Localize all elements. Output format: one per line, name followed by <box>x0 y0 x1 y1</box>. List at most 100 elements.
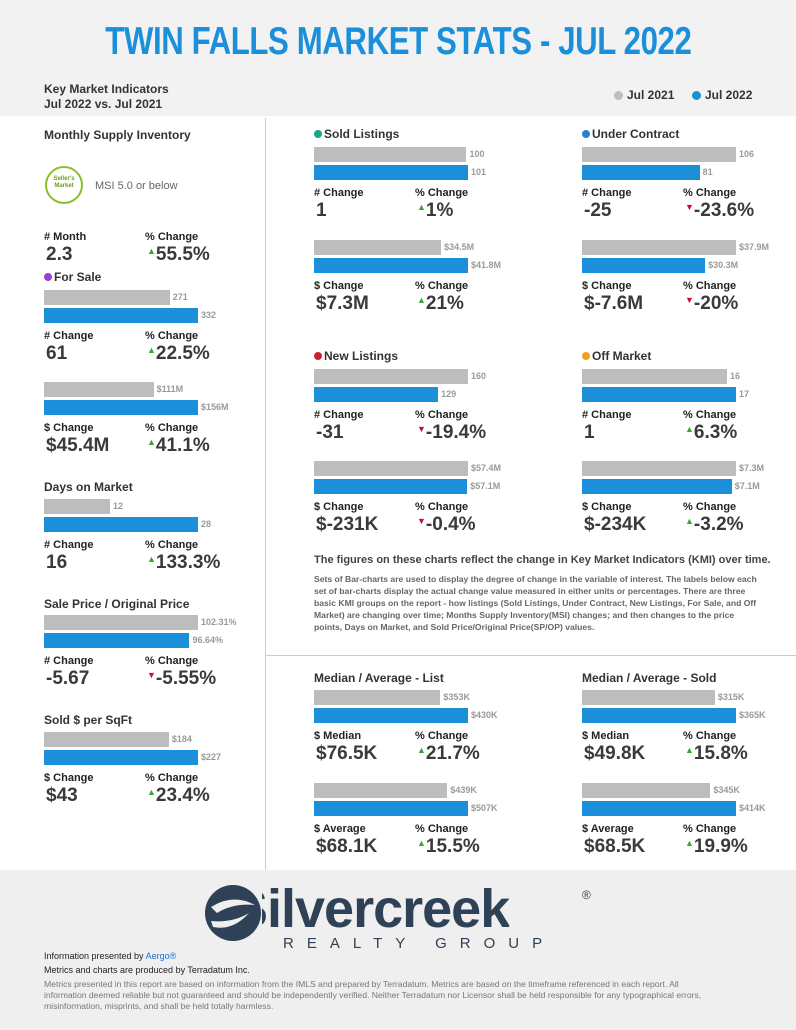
trend-arrow: ▲ <box>147 787 156 797</box>
bar <box>582 258 706 273</box>
stat-value: ▲ 21.7% <box>417 743 480 765</box>
bar <box>314 783 448 798</box>
bar <box>314 479 468 494</box>
trend-arrow: ▼ <box>685 295 694 305</box>
stat-label: $ Change <box>582 280 632 292</box>
trend-arrow: ▲ <box>147 246 156 256</box>
stat-number: 41.1% <box>155 435 210 456</box>
bar-label: $184 <box>171 734 192 744</box>
stat-number: $68.5K <box>584 836 646 857</box>
stat-number: $43 <box>46 785 78 806</box>
logo-mark: ® <box>582 888 591 902</box>
bar-label: $365K <box>739 710 766 720</box>
bar <box>314 165 468 180</box>
bar-label: 12 <box>113 501 124 511</box>
bar <box>582 165 700 180</box>
stat-label: # Change <box>44 655 94 667</box>
footer-link[interactable]: Aergo® <box>145 951 177 961</box>
bar <box>314 387 439 402</box>
stat-value: ▲ 23.4% <box>147 785 210 807</box>
stat-label: % Change <box>683 280 737 292</box>
stat-number: $45.4M <box>46 435 110 456</box>
stat-value: $7.3M <box>316 293 369 315</box>
stat-number: -20% <box>693 293 739 314</box>
bar-label: $7.1M <box>734 481 760 491</box>
bar <box>44 382 154 397</box>
stat-number: 15.5% <box>425 836 480 857</box>
bar-label: 332 <box>201 310 217 320</box>
bar-label: 96.64% <box>192 635 223 645</box>
stat-label: $ Average <box>582 823 634 835</box>
stat-value: 1 <box>584 422 595 444</box>
stat-value: ▼ -5.55% <box>147 668 216 690</box>
stat-value: $-234K <box>584 514 646 536</box>
stat-number: $-231K <box>316 514 379 535</box>
subtitle: Key Market Indicators <box>44 82 169 96</box>
stat-label: # Month <box>44 231 87 243</box>
stat-number: 15.8% <box>693 743 748 764</box>
bar-label: $315K <box>717 692 745 702</box>
stat-number: 6.3% <box>693 422 738 443</box>
bar-label: 100 <box>469 149 485 159</box>
legend-label: Jul 2021 <box>627 88 675 102</box>
bar <box>582 461 736 476</box>
bar-label: $227 <box>201 752 222 762</box>
bar-label: $353K <box>443 692 470 702</box>
stat-label: $ Average <box>314 823 366 835</box>
stat-label: # Change <box>582 409 632 421</box>
stat-label: # Change <box>44 539 94 551</box>
stat-number: 1 <box>584 422 595 443</box>
footer-text: Metrics and charts are produced by Terra… <box>44 965 250 975</box>
stat-value: ▲ 15.5% <box>417 836 480 858</box>
bar-label: $57.4M <box>471 463 502 473</box>
stat-label: $ Change <box>44 772 94 784</box>
page-title: TWIN FALLS MARKET STATS - JUL 2022 <box>104 20 692 63</box>
stat-number: -5.67 <box>46 668 90 689</box>
footer-text: Information presented by <box>44 951 146 961</box>
stat-number: -23.6% <box>693 200 755 221</box>
badge-text: Market <box>54 183 74 189</box>
stat-label: % Change <box>145 655 199 667</box>
bar <box>44 633 190 648</box>
stat-label: % Change <box>415 280 469 292</box>
bar <box>582 369 727 384</box>
stat-value: ▼ -20% <box>685 293 738 315</box>
stat-value: $68.1K <box>316 836 377 858</box>
stat-label: # Change <box>44 330 94 342</box>
stat-number: $7.3M <box>316 293 369 314</box>
stat-label: # Change <box>582 187 632 199</box>
stat-value: ▲ 1% <box>417 200 453 222</box>
section-title: Median / Average - List <box>314 671 444 685</box>
stat-number: $49.8K <box>584 743 646 764</box>
section-title: Sold $ per SqFt <box>44 713 133 727</box>
stat-value: ▲ 55.5% <box>147 244 210 266</box>
trend-arrow: ▲ <box>417 838 426 848</box>
bar-label: 28 <box>201 519 212 529</box>
trend-arrow: ▼ <box>147 670 156 680</box>
section-title: Median / Average - Sold <box>582 671 717 685</box>
trend-arrow: ▲ <box>417 745 426 755</box>
logo-tagline: REALTY GROUP <box>283 935 556 952</box>
divider <box>265 118 266 870</box>
stat-value: 61 <box>46 343 67 365</box>
stat-value: ▲ 22.5% <box>147 343 210 365</box>
stat-number: -31 <box>316 422 344 443</box>
trend-arrow: ▼ <box>417 516 426 526</box>
stat-value: ▲ 21% <box>417 293 464 315</box>
section-title: New Listings <box>324 349 399 363</box>
stat-value: $-231K <box>316 514 378 536</box>
bar <box>44 290 170 305</box>
section-title: Monthly Supply Inventory <box>44 128 191 142</box>
bar-label: $41.8M <box>471 260 502 270</box>
legend-dot <box>614 91 623 100</box>
section-title: Sale Price / Original Price <box>44 597 190 611</box>
bar <box>582 479 732 494</box>
footer-band <box>0 870 796 1030</box>
explanation-heading: The figures on these charts reflect the … <box>314 554 771 566</box>
stat-value: ▲ 19.9% <box>685 836 748 858</box>
bar <box>314 690 441 705</box>
stat-number: -19.4% <box>425 422 487 443</box>
stat-number: 1% <box>425 200 454 221</box>
bar-label: $111M <box>156 384 184 394</box>
stat-value: ▲ 133.3% <box>147 552 220 574</box>
